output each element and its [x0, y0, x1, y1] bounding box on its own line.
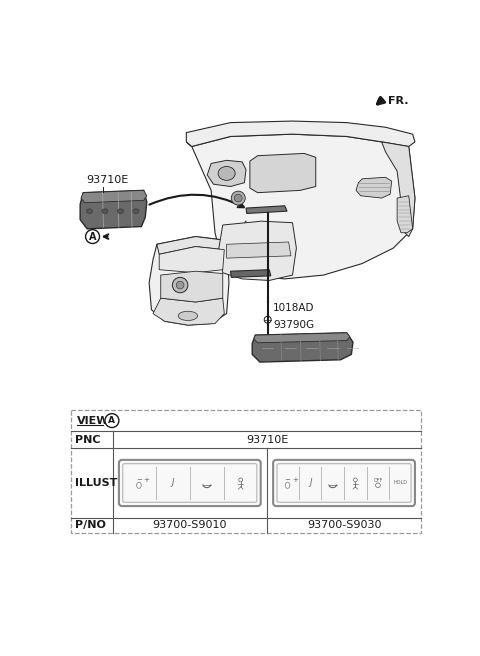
Polygon shape [254, 333, 350, 343]
Text: 93710E: 93710E [246, 435, 288, 445]
Polygon shape [81, 190, 147, 203]
Polygon shape [250, 154, 316, 193]
Circle shape [85, 230, 99, 243]
Ellipse shape [218, 167, 235, 180]
Circle shape [105, 414, 119, 428]
Text: A: A [89, 232, 96, 241]
Text: −: − [136, 477, 142, 483]
Ellipse shape [178, 311, 198, 321]
Text: PNC: PNC [75, 435, 100, 445]
Ellipse shape [133, 209, 139, 213]
Text: +: + [144, 477, 150, 483]
Circle shape [234, 194, 242, 202]
Polygon shape [397, 195, 413, 233]
Text: ILLUST: ILLUST [75, 478, 117, 488]
Polygon shape [186, 121, 415, 146]
Polygon shape [149, 237, 229, 325]
Text: VIEW: VIEW [77, 416, 109, 426]
Text: 1018AD: 1018AD [273, 303, 314, 313]
Ellipse shape [102, 209, 108, 213]
Ellipse shape [117, 209, 123, 213]
Polygon shape [382, 142, 415, 237]
FancyBboxPatch shape [273, 460, 415, 506]
Text: 93700-S9030: 93700-S9030 [307, 520, 381, 530]
Polygon shape [186, 134, 415, 279]
Text: +: + [292, 477, 298, 483]
Circle shape [176, 281, 184, 289]
Text: 93700-S9010: 93700-S9010 [153, 520, 227, 530]
Text: OFF: OFF [373, 478, 383, 483]
Circle shape [231, 191, 245, 205]
Polygon shape [159, 247, 224, 273]
Polygon shape [219, 221, 296, 281]
Ellipse shape [86, 209, 93, 213]
Polygon shape [207, 160, 246, 186]
Text: A: A [108, 416, 115, 425]
Polygon shape [80, 190, 147, 229]
Text: HOLD: HOLD [394, 480, 408, 485]
Polygon shape [153, 298, 224, 325]
Polygon shape [356, 177, 392, 198]
Text: J: J [172, 478, 174, 487]
FancyBboxPatch shape [119, 460, 261, 506]
Text: J: J [309, 478, 312, 487]
Text: −: − [285, 477, 290, 483]
Polygon shape [252, 333, 353, 362]
Text: 93790G: 93790G [273, 320, 314, 330]
Polygon shape [246, 206, 287, 213]
Polygon shape [227, 242, 291, 258]
Polygon shape [230, 270, 271, 277]
Text: P/NO: P/NO [75, 520, 106, 530]
Text: FR.: FR. [388, 96, 408, 106]
Polygon shape [161, 271, 223, 302]
Text: 93710E: 93710E [86, 175, 129, 185]
Circle shape [172, 277, 188, 293]
Polygon shape [157, 237, 227, 255]
